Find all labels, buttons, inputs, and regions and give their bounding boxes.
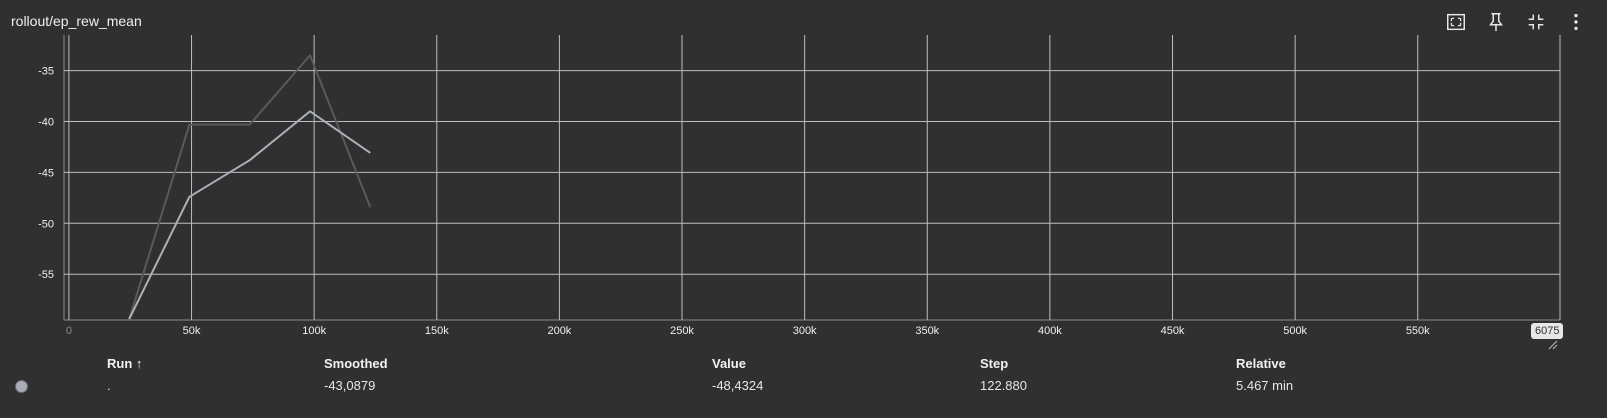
x-tick-label: 300k [793, 325, 817, 337]
cell-step: 122.880 [980, 378, 1027, 393]
collapse-icon [1528, 14, 1544, 30]
header-relative[interactable]: Relative [1236, 356, 1286, 371]
more-vert-icon [1574, 13, 1578, 31]
x-tick-label: 100k [302, 325, 326, 337]
x-tick-label: 200k [547, 325, 571, 337]
y-tick-label: -50 [38, 218, 54, 230]
x-tick-label: 250k [670, 325, 694, 337]
chart-series [128, 54, 372, 320]
line-chart[interactable]: -35 -40 -45 -50 -55 0 50k 100k 150k 200k 250k 300k… [0, 0, 1607, 345]
resize-handle-icon[interactable] [1548, 340, 1558, 350]
x-tick-label: 500k [1283, 325, 1307, 337]
x-axis-edge-label: 6075 [1531, 323, 1564, 339]
cell-smoothed: -43,0879 [324, 378, 376, 393]
x-tick-label: 450k [1161, 325, 1185, 337]
cell-run: . [107, 378, 111, 393]
card-title: rollout/ep_rew_mean [11, 13, 142, 29]
header-smoothed[interactable]: Smoothed [324, 356, 388, 371]
y-axis-ticks: -35 -40 -45 -50 -55 [38, 66, 54, 282]
cell-value: -48,4324 [712, 378, 764, 393]
pin-button[interactable] [1483, 10, 1509, 34]
x-tick-label: 150k [425, 325, 449, 337]
series-line-raw[interactable] [128, 54, 372, 320]
cell-relative: 5.467 min [1236, 378, 1294, 393]
x-tick-label: 550k [1406, 325, 1430, 337]
header-run[interactable]: Run ↑ [107, 356, 143, 371]
header-value[interactable]: Value [712, 356, 746, 371]
run-color-swatch [15, 380, 28, 393]
collapse-button[interactable] [1523, 10, 1549, 34]
x-tick-label: 50k [183, 325, 201, 337]
chart-grid [63, 35, 1561, 321]
y-tick-label: -35 [38, 66, 54, 78]
fit-domain-button[interactable] [1443, 10, 1469, 34]
x-tick-label: 0 [66, 325, 72, 337]
x-tick-label: 350k [915, 325, 939, 337]
series-line-smoothed[interactable] [128, 110, 371, 320]
y-tick-label: -40 [38, 117, 54, 129]
pin-icon [1489, 13, 1503, 32]
card-toolbar [1443, 10, 1589, 34]
y-tick-label: -55 [38, 269, 54, 281]
more-options-button[interactable] [1563, 10, 1589, 34]
x-tick-label: 400k [1038, 325, 1062, 337]
x-axis-ticks: 0 50k 100k 150k 200k 250k 300k 350k 400k 450k 500k… [66, 325, 1430, 337]
fit-domain-icon [1447, 13, 1465, 31]
y-tick-label: -45 [38, 167, 54, 179]
header-step[interactable]: Step [980, 356, 1009, 371]
